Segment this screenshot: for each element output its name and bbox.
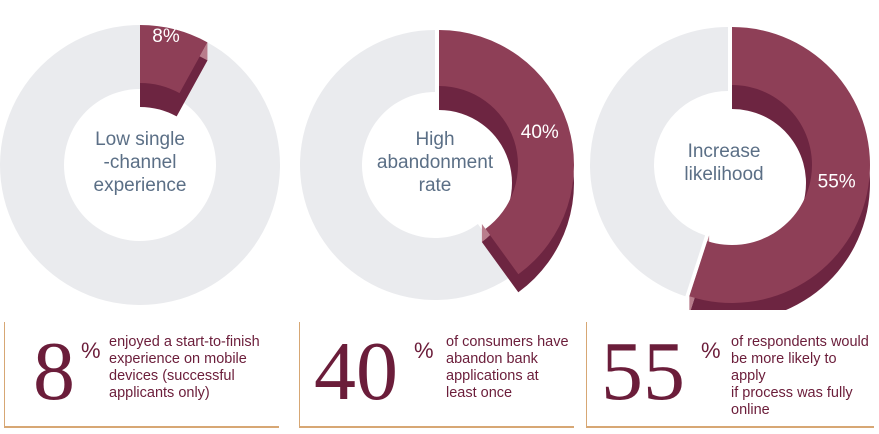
stat-line: applicants only) — [109, 385, 210, 401]
stat-line: of consumers have — [446, 334, 569, 350]
donut-center-label: Increase — [688, 141, 761, 162]
stat-line: least once — [446, 385, 513, 401]
donut-remainder — [299, 30, 515, 301]
stat-line: be more likely to apply — [731, 351, 837, 384]
donut-center-label: experience — [94, 175, 187, 196]
stat-line: if process was fully — [731, 385, 853, 401]
stat-line: devices (successful — [109, 368, 235, 384]
stat-block-3: 55 % of respondents would be more likely… — [586, 322, 874, 428]
donut-slice — [689, 27, 870, 303]
donut-slice — [140, 25, 208, 94]
donut-center-label: rate — [419, 175, 452, 196]
stat-unit: % — [81, 338, 101, 363]
donut-remainder — [589, 27, 728, 297]
stat-unit: % — [414, 338, 434, 363]
stat-line: of respondents would — [731, 334, 869, 350]
stat-description: of respondents would be more likely to a… — [731, 334, 874, 419]
slice-value-label: 40% — [521, 122, 559, 143]
stat-number: 8 — [33, 325, 75, 418]
donut-remainder — [0, 25, 280, 305]
stat-description: enjoyed a start-to-finish experience on … — [109, 334, 260, 402]
slice-value-label: 8% — [152, 26, 180, 47]
stat-line: applications at — [446, 368, 539, 384]
donut-center-label: abandonment — [377, 152, 494, 173]
stat-line: online — [731, 402, 770, 418]
slice-value-label: 55% — [818, 172, 856, 193]
stat-block-1: 8 % enjoyed a start-to-finish experience… — [4, 322, 279, 428]
donut-slice — [439, 30, 574, 275]
donut-center-label: likelihood — [684, 164, 763, 185]
donut-center-label: -channel — [104, 152, 177, 173]
stat-block-2: 40 % of consumers have abandon bank appl… — [299, 322, 574, 428]
stat-unit: % — [701, 338, 721, 363]
stat-line: abandon bank — [446, 351, 538, 367]
stat-number: 55 — [601, 325, 685, 418]
stat-number: 40 — [314, 325, 398, 418]
stat-line: experience on mobile — [109, 351, 247, 367]
donut-center-label: High — [415, 129, 454, 150]
donut-center-label: Low single — [95, 129, 185, 150]
stat-line: enjoyed a start-to-finish — [109, 334, 260, 350]
stat-description: of consumers have abandon bank applicati… — [446, 334, 569, 402]
